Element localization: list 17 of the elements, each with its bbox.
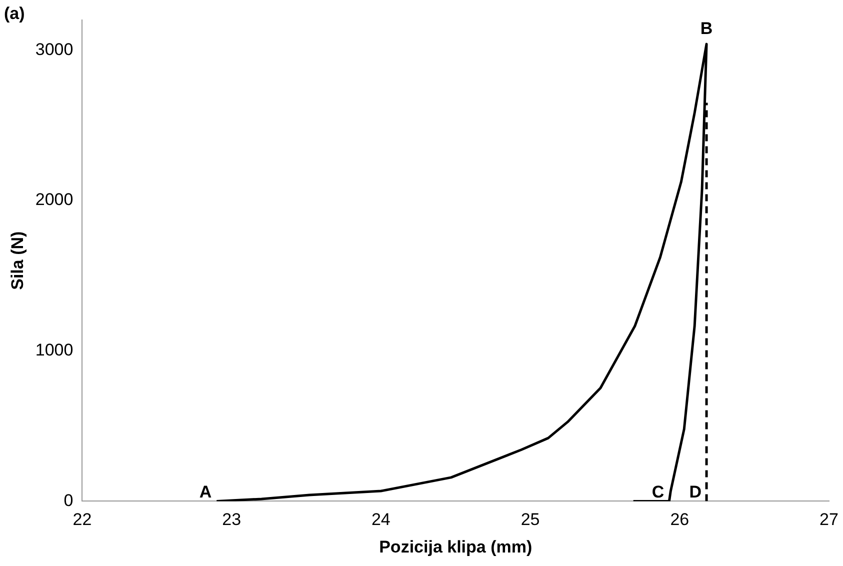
text: (a) bbox=[4, 4, 25, 24]
annotation: C bbox=[652, 482, 664, 502]
annotation: A bbox=[199, 482, 212, 502]
y-tick-label: 3000 bbox=[35, 40, 74, 59]
x-tick-label: 24 bbox=[371, 510, 390, 530]
y-tick-label: 1000 bbox=[35, 340, 74, 360]
x-tick-label: 22 bbox=[72, 510, 92, 530]
x-tick-label: 23 bbox=[222, 510, 242, 530]
x-tick-label: 26 bbox=[670, 510, 690, 530]
x-tick-label: 27 bbox=[820, 510, 838, 530]
x-axis-title: Pozicija klipa (mm) bbox=[379, 537, 532, 556]
annotation: B bbox=[700, 19, 713, 38]
y-tick-label: 2000 bbox=[35, 190, 74, 210]
x-tick-label: 25 bbox=[520, 510, 540, 530]
annotation: D bbox=[689, 482, 702, 502]
y-tick-label: 0 bbox=[64, 490, 74, 510]
y-axis-title: Sila (N) bbox=[8, 231, 27, 290]
